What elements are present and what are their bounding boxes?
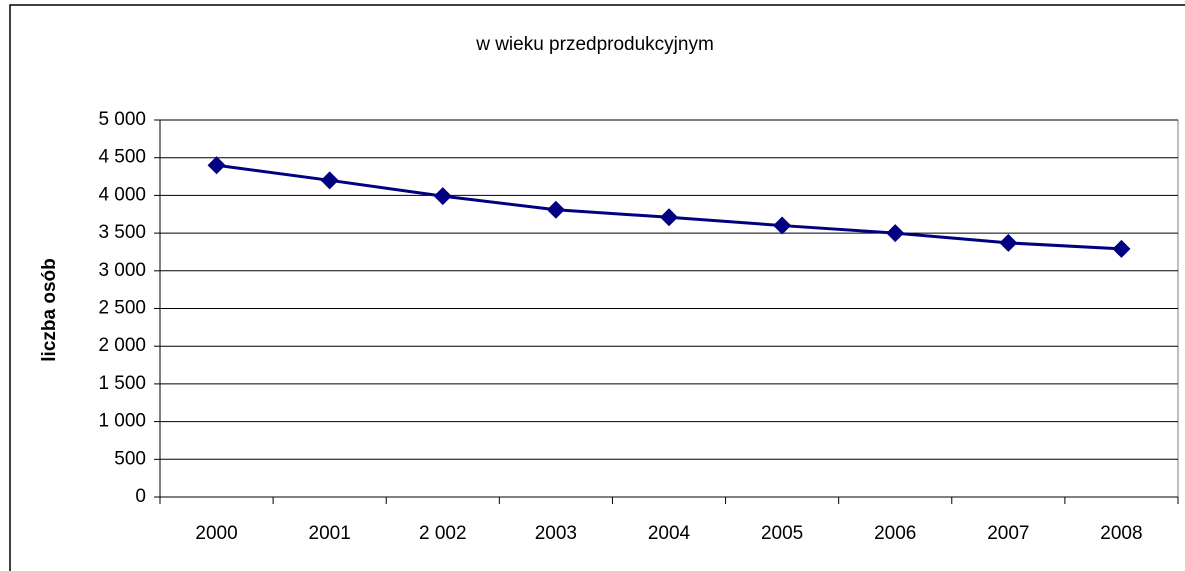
y-tick-label: 3 500 xyxy=(98,222,146,243)
y-tick-label: 1 500 xyxy=(98,373,146,394)
x-tick-label: 2003 xyxy=(535,523,577,544)
marker xyxy=(773,216,792,235)
y-tick-label: 1 000 xyxy=(98,411,146,432)
x-tick-label: 2004 xyxy=(648,523,691,544)
y-tick-label: 4 000 xyxy=(98,184,146,205)
y-axis-label: liczba osób xyxy=(39,258,60,361)
y-tick-label: 0 xyxy=(135,486,146,507)
marker xyxy=(660,208,678,227)
x-tick-label: 2001 xyxy=(309,523,351,544)
x-tick-label: 2006 xyxy=(874,523,916,544)
x-tick-label: 2000 xyxy=(195,523,237,544)
y-tick-label: 2 000 xyxy=(98,335,146,356)
y-tick-label: 500 xyxy=(114,448,146,469)
x-tick-label: 2008 xyxy=(1100,523,1142,544)
marker xyxy=(433,187,452,206)
marker xyxy=(999,233,1018,252)
x-tick-label: 2005 xyxy=(761,523,803,544)
marker xyxy=(546,200,565,219)
marker xyxy=(320,171,339,190)
marker xyxy=(1112,239,1131,258)
y-tick-label: 3 000 xyxy=(98,260,146,281)
x-tick-label: 2 002 xyxy=(419,523,467,544)
marker xyxy=(207,156,226,175)
y-tick-label: 4 500 xyxy=(98,147,146,168)
y-tick-label: 5 000 xyxy=(98,109,146,130)
y-tick-label: 2 500 xyxy=(98,298,146,319)
x-tick-label: 2007 xyxy=(987,523,1029,544)
chart-title: w wieku przedprodukcyjnym xyxy=(475,34,714,55)
marker xyxy=(886,224,905,243)
